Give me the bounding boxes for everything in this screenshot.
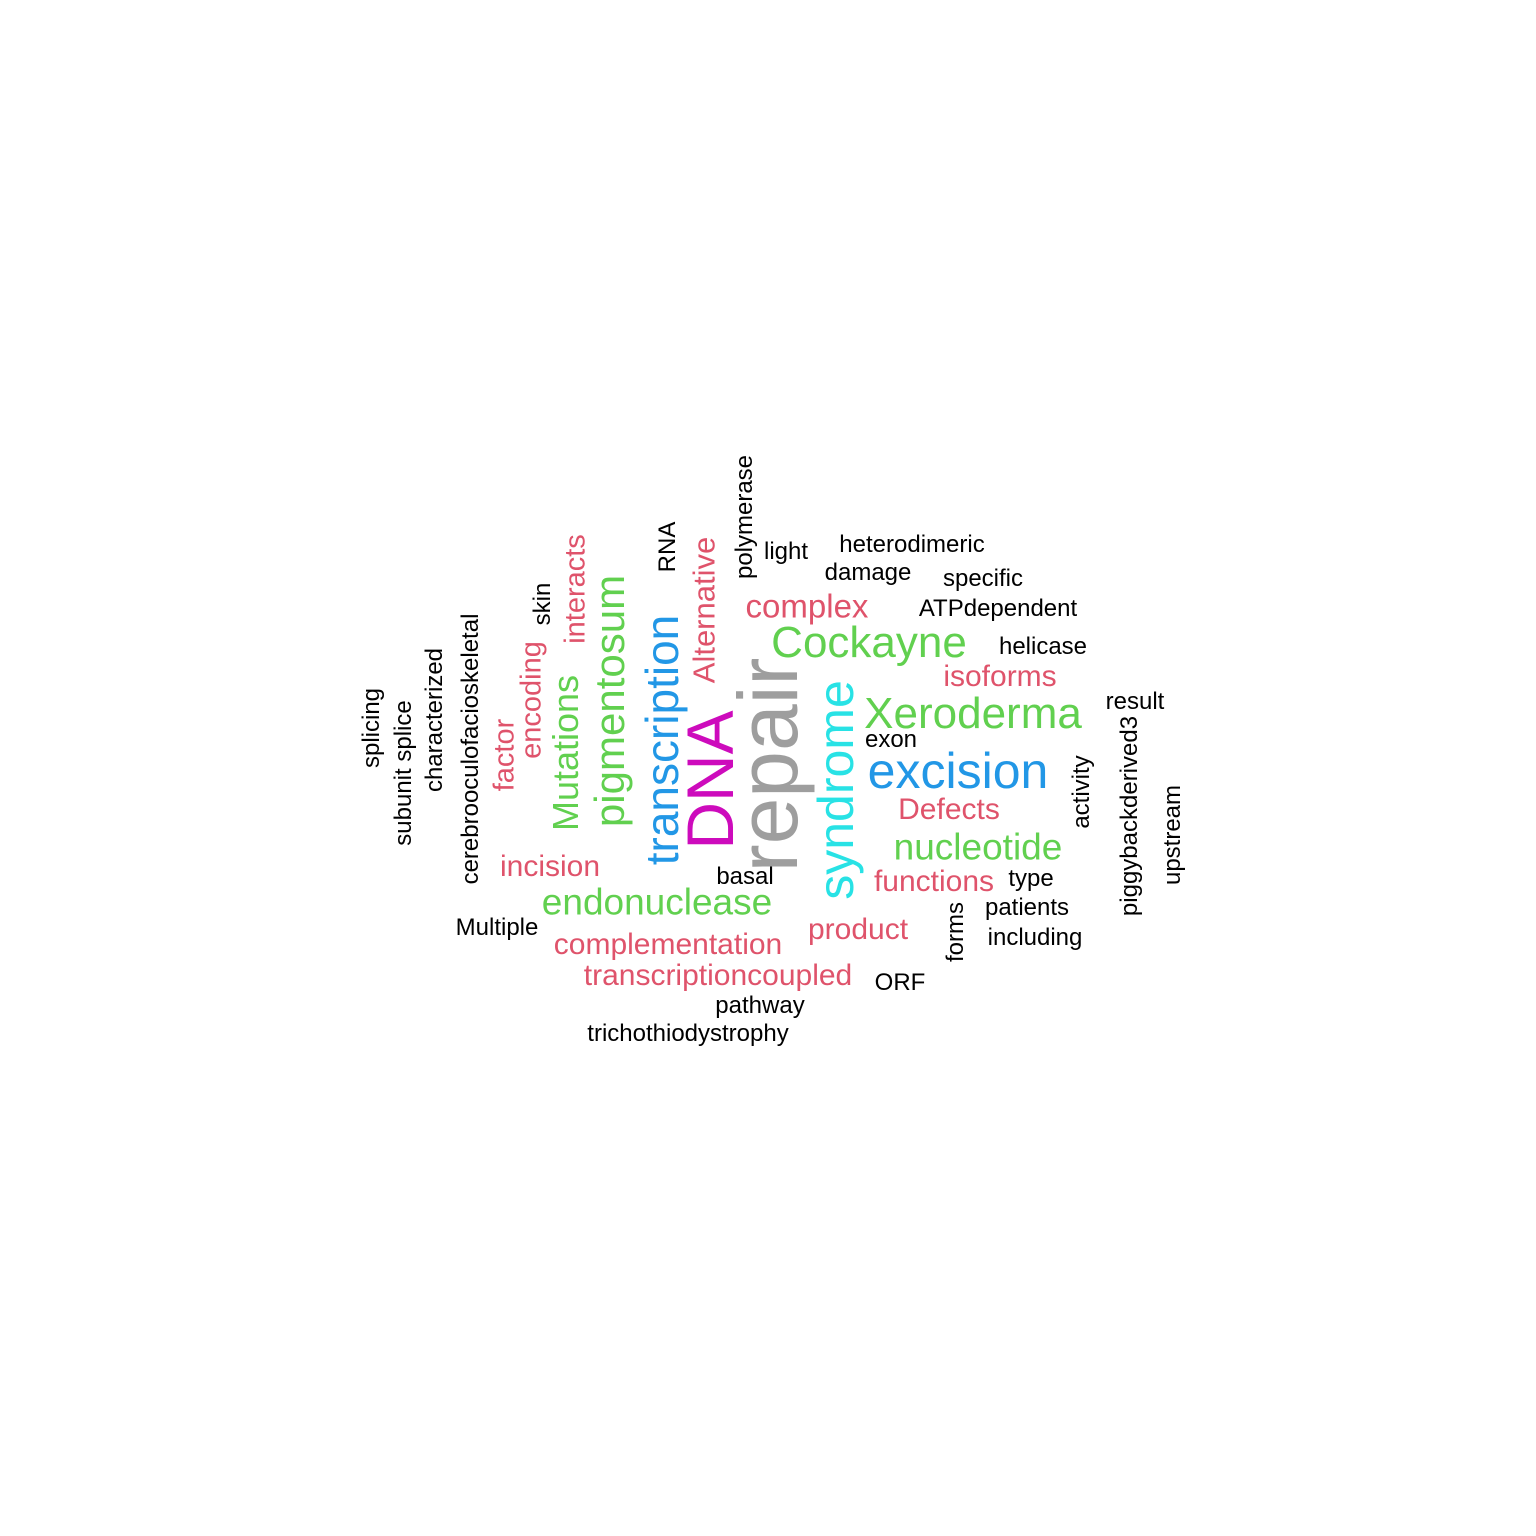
word-transcription: transcription [636, 614, 688, 866]
word-characterized: characterized [421, 647, 448, 793]
word-isoforms: isoforms [943, 660, 1057, 693]
word-rna: RNA [654, 521, 681, 573]
word-patients: patients [984, 894, 1070, 921]
word-type: type [1008, 865, 1054, 892]
word-skin: skin [529, 582, 556, 626]
word-result: result [1105, 688, 1165, 715]
word-including: including [987, 924, 1083, 951]
word-functions: functions [873, 865, 995, 898]
word-alternative: Alternative [686, 536, 722, 684]
word-endonuclease: endonuclease [541, 881, 773, 923]
word-light: light [763, 538, 809, 565]
word-basal: basal [716, 863, 774, 890]
word-subunit-splice: subunit splice [390, 700, 417, 846]
word-cerebrooculofacioskeletal: cerebrooculofacioskeletal [457, 613, 484, 885]
word-trichothiodystrophy: trichothiodystrophy [587, 1020, 789, 1047]
word-encoding: encoding [515, 641, 548, 759]
word-heterodimeric: heterodimeric [839, 531, 985, 558]
word-incision: incision [499, 850, 601, 883]
word-damage: damage [824, 559, 912, 586]
word-orf: ORF [874, 969, 926, 996]
word-xeroderma: Xeroderma [864, 689, 1082, 738]
word-factor: factor [488, 718, 521, 792]
word-multiple: Multiple [455, 914, 539, 941]
word-transcriptioncoupled: transcriptioncoupled [583, 959, 853, 992]
word-defects: Defects [898, 793, 1000, 826]
word-piggybackderived3: piggybackderived3 [1116, 715, 1143, 917]
word-excision: excision [867, 743, 1049, 799]
word-atpdependent: ATPdependent [918, 595, 1078, 622]
word-cockayne: Cockayne [771, 618, 967, 667]
word-product: product [807, 913, 909, 946]
word-syndrome: syndrome [808, 680, 864, 900]
word-polymerase: polymerase [731, 454, 758, 580]
word-activity: activity [1068, 755, 1095, 829]
word-interacts: interacts [559, 534, 592, 644]
word-forms: forms [942, 902, 969, 962]
word-pathway: pathway [715, 992, 805, 1019]
word-mutations: Mutations [545, 674, 586, 832]
word-nucleotide: nucleotide [893, 826, 1063, 868]
word-helicase: helicase [998, 633, 1088, 660]
word-specific: specific [942, 565, 1024, 592]
word-complex: complex [745, 587, 869, 625]
word-upstream: upstream [1159, 784, 1186, 886]
word-splicing: splicing [358, 687, 385, 769]
word-pigmentosum: pigmentosum [586, 574, 633, 828]
word-complementation: complementation [553, 928, 783, 961]
word-exon: exon [864, 726, 918, 753]
